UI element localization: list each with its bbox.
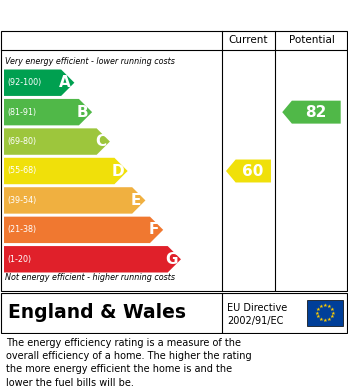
Text: 60: 60 bbox=[242, 163, 264, 179]
Polygon shape bbox=[4, 99, 92, 126]
Text: ★: ★ bbox=[323, 303, 327, 308]
Polygon shape bbox=[4, 158, 128, 184]
Text: ★: ★ bbox=[330, 310, 335, 316]
Text: ★: ★ bbox=[319, 317, 324, 322]
Text: (55-68): (55-68) bbox=[7, 167, 36, 176]
Text: EU Directive: EU Directive bbox=[227, 303, 287, 313]
Text: ★: ★ bbox=[316, 307, 321, 312]
Text: The energy efficiency rating is a measure of the
overall efficiency of a home. T: The energy efficiency rating is a measur… bbox=[6, 338, 252, 387]
Text: (69-80): (69-80) bbox=[7, 137, 36, 146]
Text: Energy Efficiency Rating: Energy Efficiency Rating bbox=[8, 7, 210, 23]
Polygon shape bbox=[4, 70, 74, 96]
Text: ★: ★ bbox=[315, 310, 319, 316]
Polygon shape bbox=[282, 100, 341, 124]
Text: ★: ★ bbox=[323, 318, 327, 323]
Text: F: F bbox=[149, 222, 159, 237]
Text: 2002/91/EC: 2002/91/EC bbox=[227, 316, 283, 326]
Text: ★: ★ bbox=[319, 304, 324, 309]
Text: (81-91): (81-91) bbox=[7, 108, 36, 117]
Text: ★: ★ bbox=[326, 304, 331, 309]
Polygon shape bbox=[4, 217, 163, 243]
Text: D: D bbox=[112, 163, 125, 179]
Text: ★: ★ bbox=[329, 307, 334, 312]
Polygon shape bbox=[4, 128, 110, 155]
Text: Very energy efficient - lower running costs: Very energy efficient - lower running co… bbox=[5, 57, 175, 66]
Polygon shape bbox=[226, 160, 271, 183]
Polygon shape bbox=[4, 246, 181, 273]
Text: A: A bbox=[59, 75, 71, 90]
Text: England & Wales: England & Wales bbox=[8, 303, 186, 323]
Text: (1-20): (1-20) bbox=[7, 255, 31, 264]
Text: G: G bbox=[165, 252, 178, 267]
Bar bbox=[307, 300, 343, 326]
Text: Potential: Potential bbox=[288, 35, 334, 45]
Text: (21-38): (21-38) bbox=[7, 225, 36, 234]
Text: Not energy efficient - higher running costs: Not energy efficient - higher running co… bbox=[5, 273, 175, 283]
Text: E: E bbox=[131, 193, 141, 208]
Text: B: B bbox=[77, 105, 89, 120]
Text: (39-54): (39-54) bbox=[7, 196, 36, 205]
Polygon shape bbox=[4, 187, 145, 213]
Text: Current: Current bbox=[229, 35, 268, 45]
Text: ★: ★ bbox=[326, 317, 331, 322]
Text: ★: ★ bbox=[329, 314, 334, 319]
Text: C: C bbox=[95, 134, 106, 149]
Text: (92-100): (92-100) bbox=[7, 78, 41, 87]
Text: 82: 82 bbox=[306, 105, 327, 120]
Text: ★: ★ bbox=[316, 314, 321, 319]
